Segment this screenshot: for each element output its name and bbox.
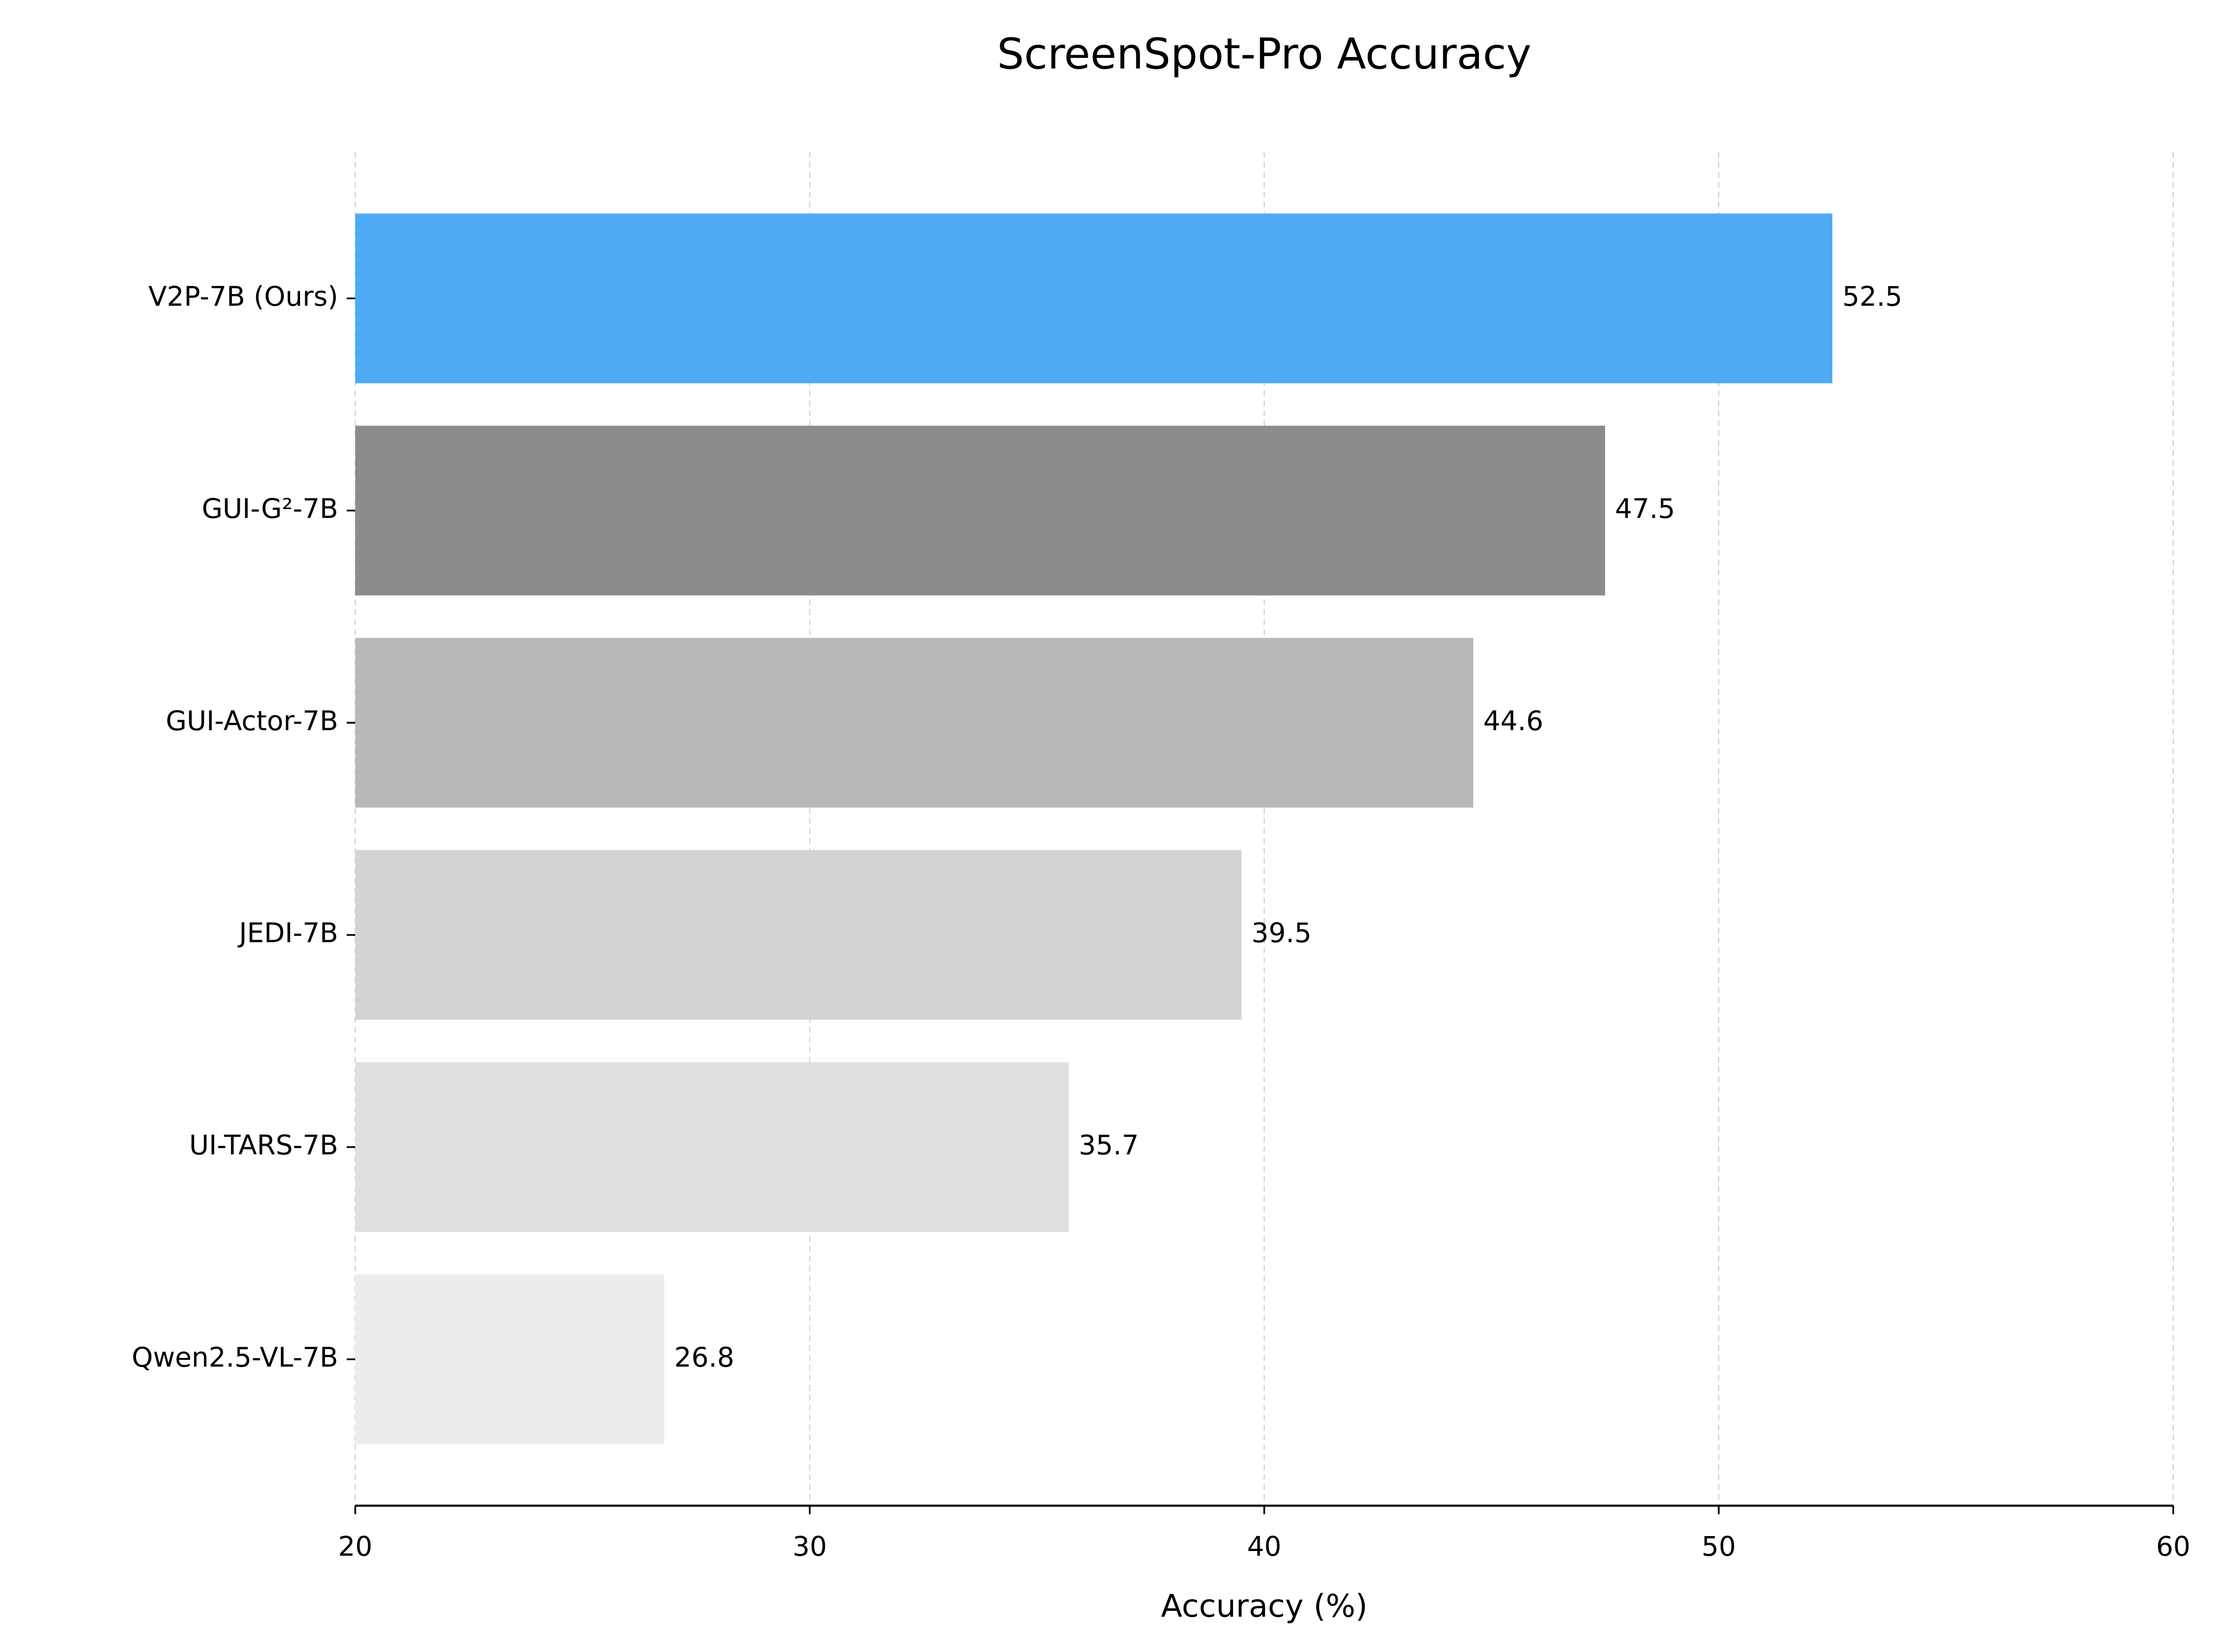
x-tick-label: 40 — [1247, 1530, 1281, 1562]
y-tick-label: JEDI-7B — [237, 917, 338, 949]
x-tick-label: 60 — [2156, 1530, 2190, 1562]
value-label: 35.7 — [1079, 1129, 1139, 1161]
y-tick-label: Qwen2.5-VL-7B — [132, 1341, 338, 1373]
y-tick-label: GUI-Actor-7B — [166, 705, 338, 737]
bar — [355, 213, 1833, 383]
value-label: 52.5 — [1843, 280, 1903, 312]
x-axis-label: Accuracy (%) — [1161, 1587, 1368, 1624]
chart-title: ScreenSpot-Pro Accuracy — [997, 29, 1531, 79]
y-tick-label: V2P-7B (Ours) — [148, 280, 338, 312]
value-label: 44.6 — [1483, 705, 1543, 737]
bar — [355, 425, 1606, 596]
bar — [355, 1062, 1069, 1232]
value-label: 26.8 — [674, 1341, 734, 1373]
y-tick-label: UI-TARS-7B — [189, 1129, 338, 1161]
x-tick-label: 30 — [793, 1530, 827, 1562]
value-label: 47.5 — [1615, 493, 1675, 524]
bar — [355, 850, 1242, 1020]
bar — [355, 638, 1474, 808]
x-tick-label: 50 — [1701, 1530, 1736, 1562]
y-tick-label: GUI-G²-7B — [202, 493, 338, 524]
value-label: 39.5 — [1251, 917, 1312, 949]
bar — [355, 1274, 665, 1444]
x-tick-label: 20 — [338, 1530, 372, 1562]
